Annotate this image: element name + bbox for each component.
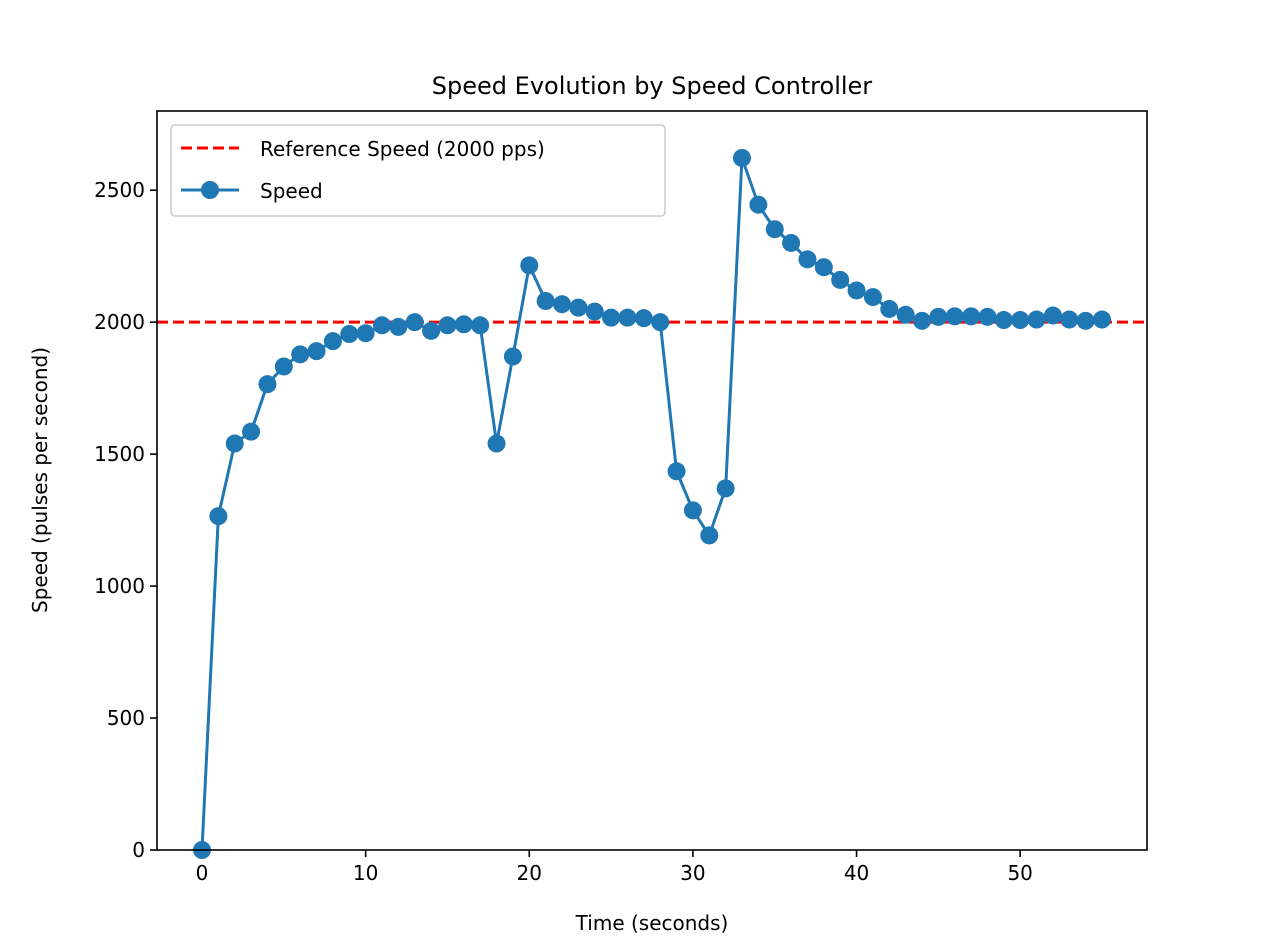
x-tick-label: 10 [353, 861, 378, 885]
speed-data-point [1060, 310, 1079, 329]
speed-data-point [323, 332, 342, 351]
speed-data-point [733, 148, 751, 167]
speed-data-point [569, 298, 588, 317]
y-tick-label: 2500 [94, 178, 145, 202]
speed-data-point [438, 316, 457, 335]
speed-data-point [258, 375, 277, 394]
speed-data-point [209, 507, 228, 526]
speed-data-point [471, 316, 490, 335]
speed-data-point [765, 220, 784, 239]
speed-data-point [896, 305, 915, 324]
speed-data-point [913, 311, 931, 330]
speed-data-point [520, 256, 539, 275]
speed-data-point [716, 479, 735, 498]
speed-data-point [667, 462, 686, 481]
y-tick-label: 0 [132, 838, 145, 862]
speed-data-point [929, 307, 948, 326]
speed-data-point [880, 299, 899, 318]
speed-data-point [1027, 310, 1046, 329]
speed-data-point [422, 321, 441, 340]
speed-data-point [847, 281, 866, 300]
x-tick-label: 30 [680, 861, 705, 885]
legend-speed-marker-swatch [201, 181, 219, 199]
speed-data-point [1093, 310, 1111, 329]
speed-data-point [700, 526, 719, 545]
speed-data-point [634, 309, 653, 328]
speed-data-point [291, 345, 310, 364]
series-group [193, 148, 1111, 859]
plot-frame [156, 110, 1148, 851]
y-tick-label: 1000 [94, 574, 145, 598]
speed-data-point [618, 308, 637, 327]
speed-data-point [1011, 311, 1030, 330]
x-tick-label: 20 [517, 861, 542, 885]
speed-data-point [454, 315, 473, 334]
speed-data-point [307, 342, 326, 361]
speed-data-point [945, 307, 964, 326]
speed-data-point [503, 347, 522, 366]
x-tick-label: 0 [196, 861, 209, 885]
speed-data-point [782, 233, 801, 252]
speed-data-point [553, 295, 571, 314]
speed-data-point [978, 307, 997, 326]
speed-data-point [536, 292, 555, 311]
y-tick-label: 1500 [94, 442, 145, 466]
speed-data-point [585, 302, 604, 321]
chart-title: Speed Evolution by Speed Controller [432, 72, 873, 100]
speed-data-point [1043, 306, 1062, 325]
y-axis-label: Speed (pulses per second) [28, 347, 52, 613]
speed-data-point [1076, 311, 1095, 330]
speed-data-point [749, 195, 768, 214]
y-tick-label: 2000 [94, 310, 145, 334]
speed-data-point [405, 313, 424, 332]
speed-data-point [831, 270, 850, 289]
legend-box [170, 124, 666, 217]
speed-data-point [487, 434, 506, 453]
speed-data-point [602, 308, 621, 327]
speed-data-point [962, 307, 981, 326]
speed-data-point [863, 288, 882, 307]
plot-area [157, 111, 1147, 850]
y-tick-label: 500 [107, 706, 145, 730]
legend-speed-label: Speed [260, 179, 323, 203]
speed-data-point [814, 258, 833, 277]
speed-data-point [651, 313, 670, 332]
speed-data-point [373, 316, 391, 335]
legend: Reference Speed (2000 pps) Speed [170, 124, 666, 217]
speed-data-point [389, 317, 408, 336]
speed-data-point [340, 325, 359, 344]
speed-data-point [356, 324, 375, 343]
speed-data-point [274, 357, 293, 376]
speed-data-point [798, 250, 817, 269]
speed-data-point [994, 311, 1013, 330]
x-tick-label: 40 [844, 861, 869, 885]
legend-reference-label: Reference Speed (2000 pps) [260, 137, 545, 161]
speed-data-point [225, 434, 244, 453]
speed-data-point [242, 422, 261, 441]
x-tick-label: 50 [1007, 861, 1032, 885]
x-axis-label: Time (seconds) [575, 911, 729, 935]
speed-data-point [683, 501, 702, 520]
